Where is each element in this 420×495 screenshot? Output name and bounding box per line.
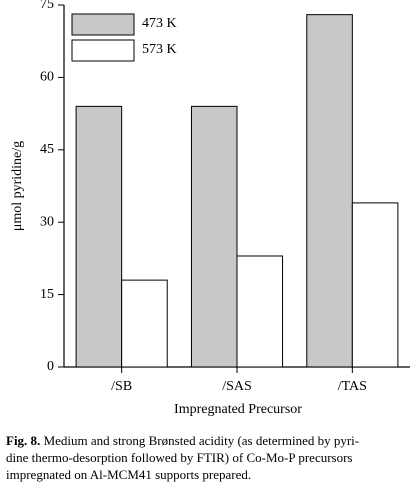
chart: μmol pyridine/g Impregnated Precursor 0 1… (10, 0, 410, 417)
bar (351, 202, 399, 368)
y-tick-label: 45 (40, 142, 54, 157)
x-tick-label: /SAS (222, 379, 252, 394)
y-tick-label: 75 (40, 0, 54, 12)
y-tick-label: 0 (47, 359, 54, 374)
x-tick-label: /SB (111, 379, 132, 394)
legend-swatch (71, 13, 135, 36)
legend-label: 473 K (142, 16, 177, 31)
y-axis-label: μmol pyridine/g (10, 141, 25, 231)
caption-line: Fig. 8. Medium and strong Brønsted acidi… (6, 432, 416, 449)
legend-label: 573 K (142, 42, 177, 57)
caption: Fig. 8. Medium and strong Brønsted acidi… (6, 432, 416, 483)
y-tick-label: 30 (40, 214, 54, 229)
bar (121, 279, 168, 368)
bar (75, 105, 123, 368)
y-tick-label: 15 (40, 287, 54, 302)
x-tick-label: /TAS (338, 379, 367, 394)
x-axis-label: Impregnated Precursor (174, 402, 302, 417)
legend-swatch (71, 39, 135, 62)
caption-line: impregnated on Al-MCM41 supports prepare… (6, 467, 252, 482)
caption-text: Medium and strong Brønsted acidity (as d… (43, 433, 360, 448)
caption-label: Fig. 8. (6, 433, 41, 448)
y-tick-label: 60 (40, 70, 54, 85)
bar (190, 105, 238, 368)
caption-line: dine thermo-desorption followed by FTIR)… (6, 450, 353, 465)
bar (236, 255, 284, 368)
bar (306, 14, 353, 368)
